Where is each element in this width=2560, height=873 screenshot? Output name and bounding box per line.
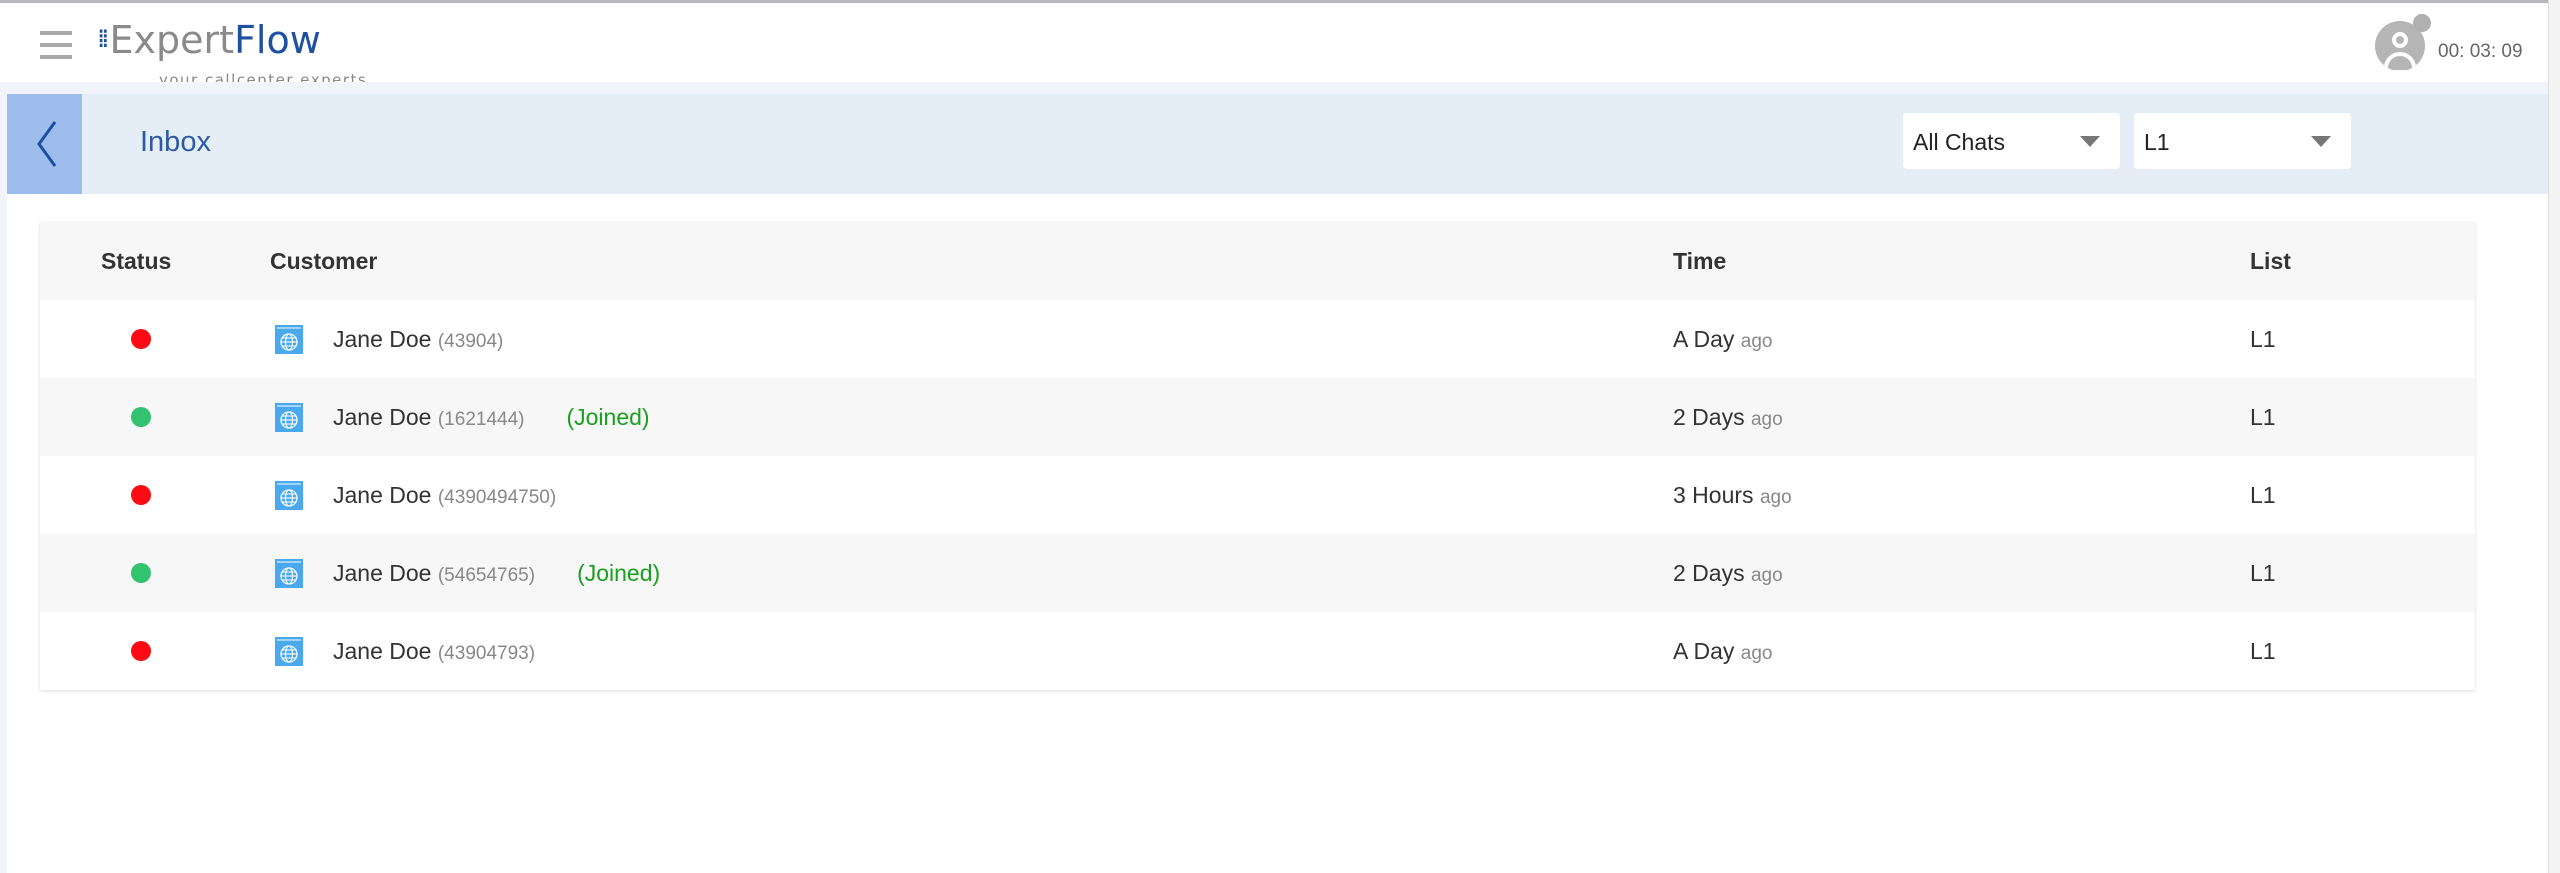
chat-filter-dropdown[interactable]: All Chats [1903,113,2120,169]
column-header-customer: Customer [270,248,378,274]
web-channel-icon [275,559,303,588]
web-channel-icon [275,403,303,432]
time-suffix: ago [1740,643,1773,664]
time-cell: 2 Days ago [1673,534,1783,612]
time-cell: 2 Days ago [1673,378,1783,456]
column-header-status: Status [101,248,172,274]
customer-name: Jane Doe [333,482,432,508]
time-suffix: ago [1750,409,1783,430]
list-cell: L1 [2250,326,2276,352]
time-suffix: ago [1740,331,1773,352]
list-filter-value: L1 [2144,129,2170,155]
hamburger-menu-icon[interactable] [40,31,72,59]
inbox-table: Status Customer Time List Jane Doe (4390… [40,222,2475,690]
scrollbar[interactable] [2548,0,2560,873]
time-suffix: ago [1750,565,1783,586]
list-filter-dropdown[interactable]: L1 [2134,113,2351,169]
expertflow-logo: ⁞⁞ ExpertFlow your callcenter experts [97,18,368,89]
caret-down-icon [2311,136,2331,147]
time-value: A Day [1673,638,1735,664]
customer-cell: Jane Doe (54654765) (Joined) [333,534,660,612]
web-channel-icon [275,481,303,510]
chat-filter-value: All Chats [1913,129,2006,155]
customer-name: Jane Doe [333,404,432,430]
status-offline-dot [131,641,151,661]
customer-cell: Jane Doe (1621444) (Joined) [333,378,650,456]
web-channel-icon [275,325,303,354]
app-header: ⁞⁞ ExpertFlow your callcenter experts 00: … [0,3,2548,89]
time-value: A Day [1673,326,1735,352]
list-cell: L1 [2250,482,2276,508]
joined-badge: (Joined) [577,560,661,586]
time-value: 3 Hours [1673,482,1754,508]
list-cell: L1 [2250,638,2276,664]
time-cell: 3 Hours ago [1673,456,1792,534]
customer-id: (43904793) [437,643,536,664]
status-online-dot [131,407,151,427]
table-row[interactable]: Jane Doe (4390494750) 3 Hours ago L1 [40,456,2475,534]
customer-cell: Jane Doe (4390494750) [333,456,556,534]
status-offline-dot [131,329,151,349]
back-button[interactable] [7,94,82,194]
status-offline-dot [131,485,151,505]
customer-id: (54654765) [437,565,536,586]
web-channel-icon [275,637,303,666]
list-cell: L1 [2250,560,2276,586]
time-cell: A Day ago [1673,300,1772,378]
inbox-toolbar [7,94,2548,194]
chevron-left-icon [37,121,57,167]
table-row[interactable]: Jane Doe (1621444) (Joined) 2 Days ago L1 [40,378,2475,456]
window-top-border [0,0,2560,3]
customer-name: Jane Doe [333,638,432,664]
time-cell: A Day ago [1673,612,1772,690]
table-row[interactable]: Jane Doe (43904793) A Day ago L1 [40,612,2475,690]
customer-id: (4390494750) [437,487,557,508]
customer-cell: Jane Doe (43904) [333,300,503,378]
column-header-time: Time [1673,248,1727,274]
status-online-dot [131,563,151,583]
customer-cell: Jane Doe (43904793) [333,612,535,690]
time-value: 2 Days [1673,560,1745,586]
time-value: 2 Days [1673,404,1745,430]
customer-name: Jane Doe [333,326,432,352]
page-title: Inbox [140,126,211,158]
column-header-list: List [2250,248,2291,274]
table-row[interactable]: Jane Doe (43904) A Day ago L1 [40,300,2475,378]
time-suffix: ago [1759,487,1792,508]
list-cell: L1 [2250,404,2276,430]
session-timer: 00: 03: 09 [2438,41,2523,62]
customer-id: (43904) [437,331,504,352]
joined-badge: (Joined) [566,404,650,430]
table-header: Status Customer Time List [40,222,2475,300]
customer-id: (1621444) [437,409,525,430]
customer-name: Jane Doe [333,560,432,586]
presence-status-dot [2413,14,2431,32]
table-row[interactable]: Jane Doe (54654765) (Joined) 2 Days ago L… [40,534,2475,612]
caret-down-icon [2080,136,2100,147]
